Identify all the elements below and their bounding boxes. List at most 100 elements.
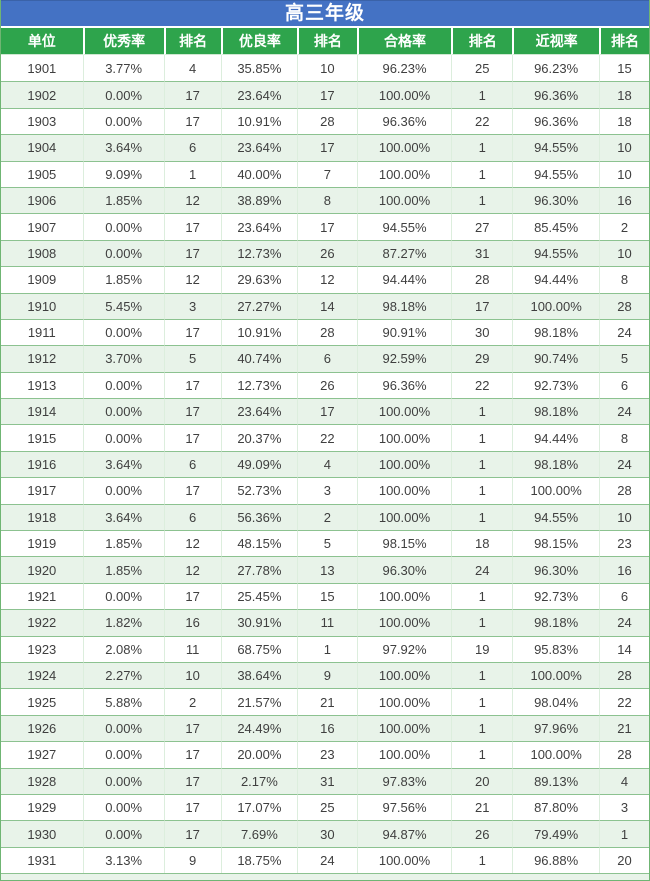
table-cell: 94.44%: [512, 424, 600, 451]
table-cell: 21: [297, 688, 357, 715]
table-cell: 0.00%: [82, 477, 164, 504]
unit-cell: 1907: [1, 213, 83, 240]
table-cell: 96.23%: [512, 55, 600, 82]
table-cell: 13: [297, 556, 357, 583]
unit-cell: 1903: [1, 107, 83, 135]
table-cell: 3: [163, 292, 221, 319]
table-cell: 5.45%: [82, 292, 164, 319]
table-cell: 18.75%: [220, 846, 298, 874]
unit-cell: 1926: [1, 714, 83, 742]
table-cell: 17: [163, 371, 221, 399]
table-cell: 95.83%: [512, 635, 600, 662]
table-cell: 0.00%: [82, 107, 164, 135]
table-cell: 1: [451, 81, 513, 108]
table-cell: 7: [297, 160, 357, 187]
table-cell: 100.00%: [356, 160, 452, 187]
table-cell: 11: [297, 609, 357, 636]
table-cell: 38.64%: [220, 661, 298, 689]
table-cell: 6: [599, 582, 649, 610]
table-cell: 6: [163, 503, 221, 531]
table-cell: 1: [451, 160, 513, 187]
unit-cell: 1915: [1, 424, 83, 451]
unit-cell: 1921: [1, 582, 83, 610]
table-cell: 96.36%: [356, 371, 452, 399]
table-row: 1912 3.70% 5 40.74% 6 92.59% 29 90.74% 5: [1, 345, 649, 372]
table-cell: 18: [599, 107, 649, 135]
table-cell: 23.64%: [220, 134, 298, 161]
table-cell: 0.00%: [82, 213, 164, 240]
table-cell: 94.55%: [512, 134, 600, 161]
table-cell: 100.00%: [356, 741, 452, 768]
table-cell: 23.64%: [220, 213, 298, 240]
table-cell: 27: [451, 213, 513, 240]
table-cell: 12: [163, 530, 221, 557]
table-row: 1901 3.77% 4 35.85% 10 96.23% 25 96.23% 15: [1, 55, 649, 82]
table-cell: 96.30%: [512, 186, 600, 214]
table-cell: 12: [163, 556, 221, 583]
table-row: 1931 3.13% 9 18.75% 24 100.00% 1 96.88% 20: [1, 846, 649, 874]
table-row: 1922 1.82% 16 30.91% 11 100.00% 1 98.18% 24: [1, 609, 649, 636]
table-cell: 27.78%: [220, 556, 298, 583]
table-cell: 17: [163, 213, 221, 240]
table-cell: 4: [599, 767, 649, 794]
unit-cell: 1913: [1, 371, 83, 399]
table-cell: 17: [163, 239, 221, 267]
table-cell: 17: [163, 398, 221, 425]
unit-cell: 1914: [1, 398, 83, 425]
table-cell: 24: [451, 556, 513, 583]
table-cell: 49.09%: [220, 450, 298, 478]
table-cell: 17.07%: [220, 793, 298, 821]
table-cell: 17: [163, 820, 221, 847]
table-cell: 100.00%: [356, 661, 452, 689]
table-cell: 30: [297, 820, 357, 847]
table-cell: 94.55%: [512, 160, 600, 187]
table-cell: 3.64%: [82, 134, 164, 161]
table-cell: 17: [163, 81, 221, 108]
table-cell: 30: [451, 318, 513, 346]
table-cell: 7.69%: [220, 820, 298, 847]
unit-cell: 1912: [1, 345, 83, 372]
table-cell: 1: [599, 820, 649, 847]
table-cell: 94.55%: [356, 213, 452, 240]
table-cell: 3: [297, 477, 357, 504]
table-cell: 100.00%: [512, 477, 600, 504]
table-cell: 1: [451, 714, 513, 742]
table-cell: 12.73%: [220, 371, 298, 399]
table-cell: 20.00%: [220, 741, 298, 768]
table-row: 1927 0.00% 17 20.00% 23 100.00% 1 100.00% 28: [1, 741, 649, 768]
table-cell: 18: [451, 530, 513, 557]
column-header-5: 合格率: [356, 28, 452, 55]
table-cell: 98.15%: [356, 530, 452, 557]
table-cell: 100.00%: [356, 714, 452, 742]
table-cell: 1: [451, 582, 513, 610]
table-cell: 40.74%: [220, 345, 298, 372]
table-cell: 17: [163, 424, 221, 451]
table-cell: 100.00%: [356, 582, 452, 610]
table-cell: 21: [451, 793, 513, 821]
table-cell: 25: [297, 793, 357, 821]
table-cell: 1: [451, 134, 513, 161]
table-cell: 92.73%: [512, 371, 600, 399]
table-row: 1907 0.00% 17 23.64% 17 94.55% 27 85.45% 2: [1, 213, 649, 240]
table-row: 1930 0.00% 17 7.69% 30 94.87% 26 79.49% 1: [1, 820, 649, 847]
table-cell: 10: [599, 134, 649, 161]
table-cell: 0.00%: [82, 81, 164, 108]
unit-cell: 1902: [1, 81, 83, 108]
table-cell: 0.00%: [82, 793, 164, 821]
column-header-0: 单位: [1, 28, 83, 55]
table-cell: 31: [297, 767, 357, 794]
unit-cell: 1928: [1, 767, 83, 794]
table-cell: 100.00%: [512, 661, 600, 689]
table-cell: 87.80%: [512, 793, 600, 821]
unit-cell: 1917: [1, 477, 83, 504]
table-cell: 1: [451, 503, 513, 531]
table-cell: 1.85%: [82, 530, 164, 557]
table-row: 1904 3.64% 6 23.64% 17 100.00% 1 94.55% 10: [1, 134, 649, 161]
table-cell: 56.36%: [220, 503, 298, 531]
table-cell: 16: [163, 609, 221, 636]
table-cell: 100.00%: [356, 477, 452, 504]
table-cell: 100.00%: [356, 609, 452, 636]
table-cell: 8: [297, 186, 357, 214]
table-cell: 23.64%: [220, 398, 298, 425]
table-cell: 12: [297, 266, 357, 293]
